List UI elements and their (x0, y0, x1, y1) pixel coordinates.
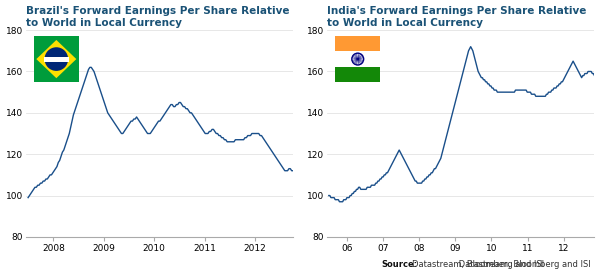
Text: India's Forward Earnings Per Share Relative
to World in Local Currency: India's Forward Earnings Per Share Relat… (327, 5, 586, 28)
Text: Source:: Source: (381, 260, 417, 269)
Text: Brazil's Forward Earnings Per Share Relative
to World in Local Currency: Brazil's Forward Earnings Per Share Rela… (26, 5, 289, 28)
Text: Datastream, Bloomberg and ISI: Datastream, Bloomberg and ISI (456, 260, 591, 269)
Text: Datastream, Bloomberg and ISI: Datastream, Bloomberg and ISI (412, 260, 544, 269)
